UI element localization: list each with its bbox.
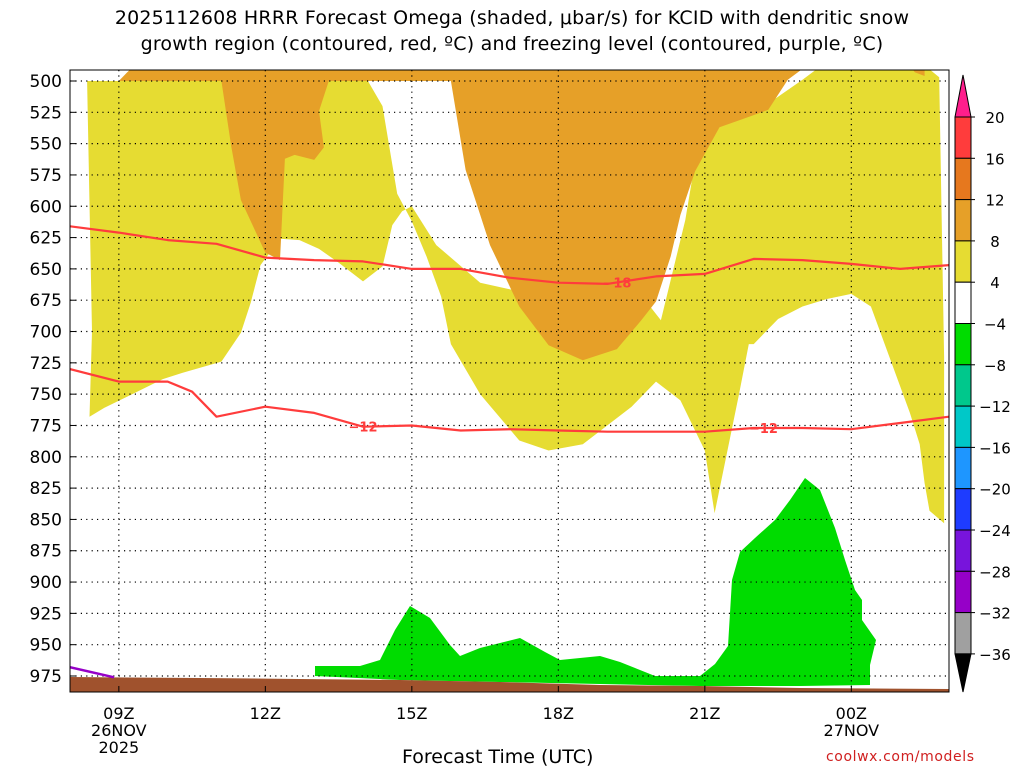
colorbar-segment — [954, 405, 972, 448]
colorbar-label: 16 — [985, 150, 1004, 168]
colorbar-label: −16 — [979, 439, 1011, 457]
ground — [70, 677, 949, 692]
plot-frame — [69, 69, 950, 693]
colorbar-bottom-arrow — [954, 653, 972, 693]
grid — [70, 70, 949, 692]
colorbar-label: 12 — [985, 192, 1004, 210]
x-axis-label: Forecast Time (UTC) — [402, 746, 594, 768]
y-tick-label: 700 — [30, 323, 62, 343]
y-axis: 500 525 550 575 600 625 650 675 700 725 750 775 800 8… — [30, 72, 76, 687]
chart-title-line-1: 2025112608 HRRR Forecast Omega (shaded, … — [114, 7, 910, 29]
contours: −18 −12 −12 — [70, 225, 949, 679]
colorbar-segment — [954, 570, 972, 614]
omega-neg4-neg8-region — [315, 478, 876, 686]
colorbar-segment — [954, 323, 972, 366]
x-tick-label: 18Z — [543, 704, 574, 723]
y-tick-label: 525 — [30, 103, 62, 123]
colorbar-label: −8 — [984, 357, 1006, 375]
y-tick-label: 600 — [30, 197, 62, 217]
y-tick-label: 550 — [30, 135, 62, 155]
x-tick-label: 09Z — [103, 704, 134, 723]
colorbar-label: 4 — [990, 274, 1000, 292]
colorbar-label: −32 — [979, 605, 1011, 623]
y-tick-label: 950 — [30, 636, 62, 656]
y-tick-label: 975 — [30, 667, 62, 687]
colorbar-label: −28 — [979, 563, 1011, 581]
colorbar-label: −36 — [979, 646, 1011, 664]
colorbar-label: −24 — [979, 522, 1011, 540]
x-tick-sublabel: 2025 — [98, 738, 139, 757]
colorbar-segment — [954, 157, 972, 201]
colorbar-segment — [954, 281, 972, 325]
omega-region-8-to-12 — [118, 70, 925, 361]
omega-shading — [87, 70, 945, 524]
x-tick-label: 00Z — [836, 704, 867, 723]
colorbar-label: 8 — [990, 233, 1000, 251]
y-tick-label: 850 — [30, 510, 62, 530]
colorbar-segment — [954, 116, 972, 159]
y-tick-label: 825 — [30, 479, 62, 499]
chart-title-line-2: growth region (contoured, red, ºC) and f… — [140, 33, 884, 55]
y-tick-label: 775 — [30, 416, 62, 436]
x-tick-sublabel: 26NOV — [91, 721, 147, 740]
colorbar-segment — [954, 488, 972, 531]
contour-label: −12 — [749, 422, 778, 437]
y-tick-label: 750 — [30, 385, 62, 405]
colorbar-label: −4 — [984, 316, 1006, 334]
colorbar-label: −20 — [979, 481, 1011, 499]
dgz-contour-12 — [70, 368, 949, 433]
x-tick-label: 12Z — [250, 704, 281, 723]
colorbar-segment — [954, 199, 972, 242]
credit-link[interactable]: coolwx.com/models — [826, 749, 975, 765]
colorbar-top-arrow — [954, 74, 972, 118]
x-tick-label: 21Z — [689, 704, 720, 723]
y-tick-label: 500 — [30, 72, 62, 92]
y-tick-label: 675 — [30, 291, 62, 311]
contour-label: −12 — [349, 421, 378, 436]
colorbar-segment — [954, 529, 972, 572]
dgz-contour-18 — [70, 225, 949, 285]
colorbar: 20 16 12 8 4 −4 −8 −12 −16 −20 −24 −28 −32 −36 — [954, 74, 1011, 693]
y-tick-label: 900 — [30, 573, 62, 593]
colorbar-segment — [954, 364, 972, 407]
colorbar-segment — [954, 446, 972, 490]
y-tick-label: 650 — [30, 260, 62, 280]
colorbar-label: 20 — [985, 109, 1004, 127]
freezing-level-contour — [70, 665, 115, 679]
plot-area: −18 −12 −12 — [70, 70, 949, 692]
y-tick-label: 575 — [30, 166, 62, 186]
y-tick-label: 925 — [30, 604, 62, 624]
x-tick-label: 15Z — [396, 704, 427, 723]
y-tick-label: 625 — [30, 229, 62, 249]
y-tick-label: 875 — [30, 542, 62, 562]
omega-negative-shading — [315, 478, 876, 686]
y-tick-label: 725 — [30, 354, 62, 374]
colorbar-label: −12 — [979, 398, 1011, 416]
colorbar-segment — [954, 612, 972, 655]
colorbar-segment — [954, 240, 972, 283]
y-tick-label: 800 — [30, 448, 62, 468]
contour-label: −18 — [602, 276, 631, 291]
x-tick-sublabel: 27NOV — [824, 721, 880, 740]
